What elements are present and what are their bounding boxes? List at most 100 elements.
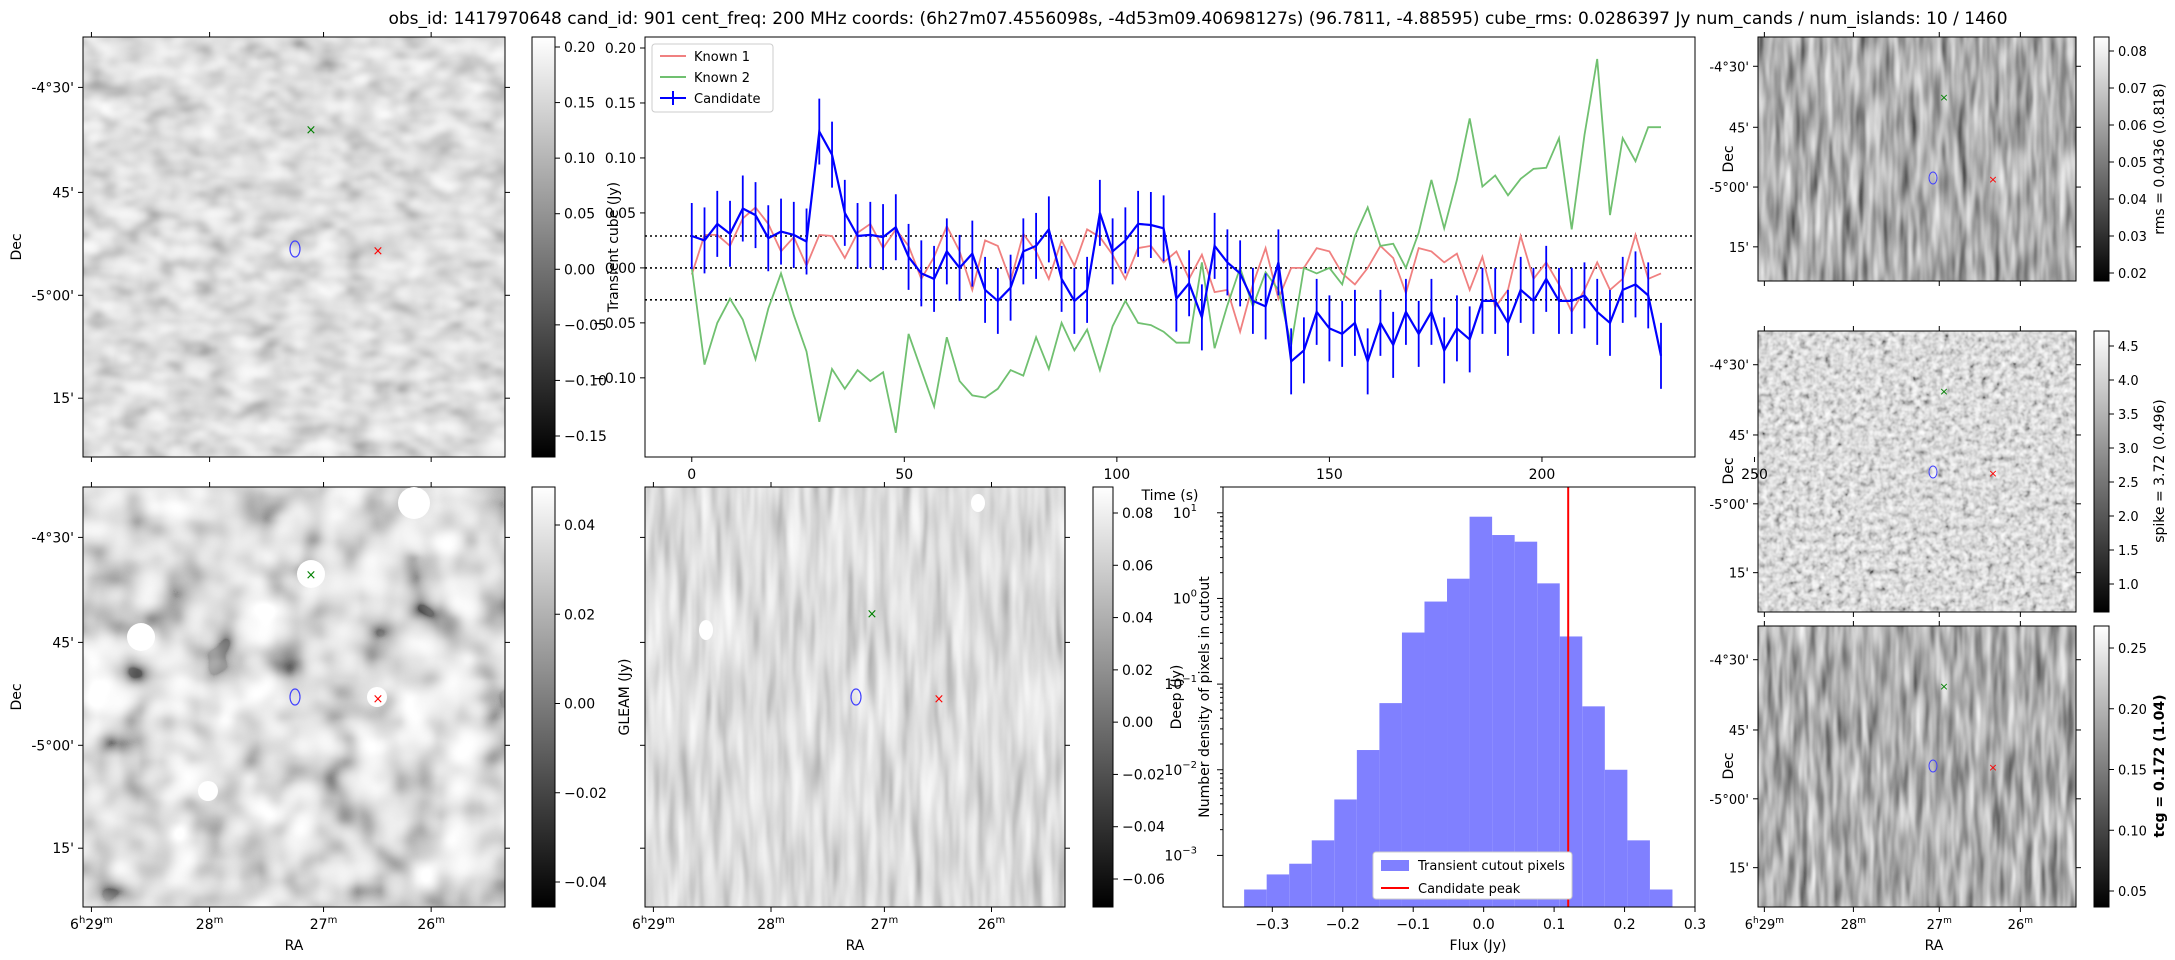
lightcurve-ticks: 0 50 100 150 200 250 0.20 0.15 0.10 0.05 0.00 −0.05… (593, 41, 1768, 483)
histogram-bar (1604, 769, 1628, 907)
colorbar-gleam (531, 486, 556, 908)
colorbar-tick-label: 0.02 (1122, 663, 1153, 679)
dec-axis-label: Dec (1721, 145, 1737, 172)
dec-tick-label: -4°30' (1709, 60, 1749, 75)
ra-tick-label: 26m (417, 915, 445, 933)
histogram-bars (1244, 487, 1673, 907)
colorbar-rms (2093, 36, 2110, 282)
histogram-bar (1537, 583, 1560, 907)
lightcurve-series (645, 58, 1695, 433)
colorbar-tick-label: 0.00 (1122, 715, 1153, 731)
spike-colorbar-label: spike = 3.72 (0.496) (2152, 399, 2168, 543)
histogram-bar (1492, 535, 1515, 907)
source-markers: × × × × × × × × × × × × (127, 91, 1998, 801)
figure-title: obs_id: 1417970648 cand_id: 901 cent_fre… (388, 9, 2007, 29)
colorbar-tick-label: 0.08 (2118, 45, 2147, 60)
colorbar-deep (1092, 486, 1114, 908)
ra-tick-label: 27m (871, 915, 899, 933)
y-tick-label: 0.10 (605, 151, 636, 167)
colorbar-tick-label: −0.02 (1122, 767, 1165, 783)
ra-tick-label: 28m (196, 915, 224, 933)
lightcurve-xlabel: Time (s) (1141, 488, 1199, 504)
colorbar-tick-label: 0.06 (1122, 558, 1153, 574)
gleam-source (367, 687, 387, 707)
histogram-xlabel: Flux (Jy) (1450, 938, 1507, 954)
dec-axis-label: Dec (9, 683, 25, 710)
x-tick-label: 0.3 (1684, 917, 1706, 933)
histogram-bar (1582, 706, 1605, 907)
x-tick-label: 0.0 (1473, 917, 1495, 933)
colorbar-tick-label: 1.0 (2118, 578, 2139, 593)
colorbar-tick-label: 0.07 (2118, 82, 2147, 97)
deep-image-panel (644, 486, 1066, 908)
histogram-bar (1649, 889, 1673, 907)
x-tick-label: −0.3 (1255, 917, 1289, 933)
colorbar-tick-label: 0.25 (2118, 642, 2147, 657)
colorbar-tick-label: 0.05 (2118, 156, 2147, 171)
dec-tick-label: 45' (1729, 429, 1749, 444)
colorbar-tick-label: −0.10 (564, 373, 607, 389)
x-tick-label: 150 (1316, 467, 1343, 483)
colorbar-tick-label: 2.5 (2118, 476, 2139, 491)
dec-tick-label: 45' (1729, 724, 1749, 739)
dec-tick-label: -5°00' (1709, 793, 1749, 808)
y-tick-label: 0.05 (605, 206, 636, 222)
lightcurve-legend: Known 1 Known 2 Candidate (651, 43, 774, 113)
dec-axis-label: Dec (1721, 752, 1737, 779)
candidate-marker (1928, 171, 1938, 185)
candidate-marker (1928, 759, 1938, 773)
histogram-bar (1469, 516, 1493, 907)
known-1-marker: × (1988, 761, 1997, 774)
colorbar-tick-label: 0.20 (564, 40, 595, 56)
colorbar-tick-label: 0.04 (2118, 193, 2147, 208)
deep-colorbar-label: Deep (Jy) (1169, 665, 1185, 730)
colorbar-transient (531, 36, 556, 458)
y-tick-label: 10−3 (1164, 845, 1197, 864)
candidate-marker (850, 688, 862, 706)
legend-known-1: Known 1 (694, 50, 750, 65)
histogram-plot: −0.3 −0.2 −0.1 0.0 0.1 0.2 0.3 101 100 10−1 10−2 10… (1164, 486, 1706, 954)
rms-colorbar-label: rms = 0.0436 (0.818) (2152, 83, 2168, 235)
colorbar-tick-label: 3.0 (2118, 442, 2139, 457)
dec-tick-label: 15' (1729, 567, 1749, 582)
known-1-marker: × (373, 692, 384, 707)
ra-tick-label: 6h29m (1745, 916, 1784, 933)
colorbar-tick-label: −0.04 (1122, 820, 1165, 836)
gleam-source (398, 487, 430, 519)
colorbar-tick-label: 0.03 (2118, 230, 2147, 245)
known-1-marker: × (373, 244, 384, 259)
colorbar-tick-label: 0.10 (564, 151, 595, 167)
dec-tick-label: -4°30' (1709, 359, 1749, 374)
candidate-marker (1928, 465, 1938, 479)
colorbar-tick-label: 0.15 (564, 96, 595, 112)
colorbar-tick-label: −0.05 (564, 318, 607, 334)
histogram-bar (1289, 863, 1312, 907)
colorbar-tick-label: 2.0 (2118, 510, 2139, 525)
y-tick-label: 10−2 (1164, 760, 1197, 779)
tcg-image-panel (1757, 625, 2077, 908)
histogram-bar (1334, 799, 1357, 907)
gleam-source (297, 560, 325, 588)
y-tick-label: 100 (1173, 588, 1197, 607)
rms-image (1758, 37, 2076, 281)
histogram-bar (1559, 636, 1583, 907)
deep-source (971, 494, 985, 512)
histogram-bar (1447, 578, 1470, 907)
ra-tick-label: 28m (757, 915, 785, 933)
dec-tick-label: -5°00' (31, 738, 74, 754)
colorbar-tick-label: 0.02 (2118, 267, 2147, 282)
transient-image (83, 37, 505, 457)
dec-tick-label: 15' (1729, 241, 1749, 256)
y-tick-label: 0.00 (605, 261, 636, 277)
y-tick-label: 0.20 (605, 41, 636, 57)
x-tick-label: 0.2 (1613, 917, 1635, 933)
x-tick-label: 100 (1103, 467, 1130, 483)
ra-axis-label: RA (846, 938, 865, 954)
series-line-known-1 (690, 206, 1662, 335)
dec-tick-label: -4°30' (31, 530, 74, 546)
colorbar-tick-label: 0.15 (2118, 764, 2147, 779)
known-1-marker: × (1988, 467, 1997, 480)
sky-axes: Dec Dec Dec Dec Dec RA RA RA -4°30' 45' -5… (9, 32, 2081, 954)
legend-candidate: Candidate (694, 92, 760, 107)
lightcurve-plot: 0 50 100 150 200 250 0.20 0.15 0.10 0.05 0.00 −0.05… (593, 36, 1768, 504)
